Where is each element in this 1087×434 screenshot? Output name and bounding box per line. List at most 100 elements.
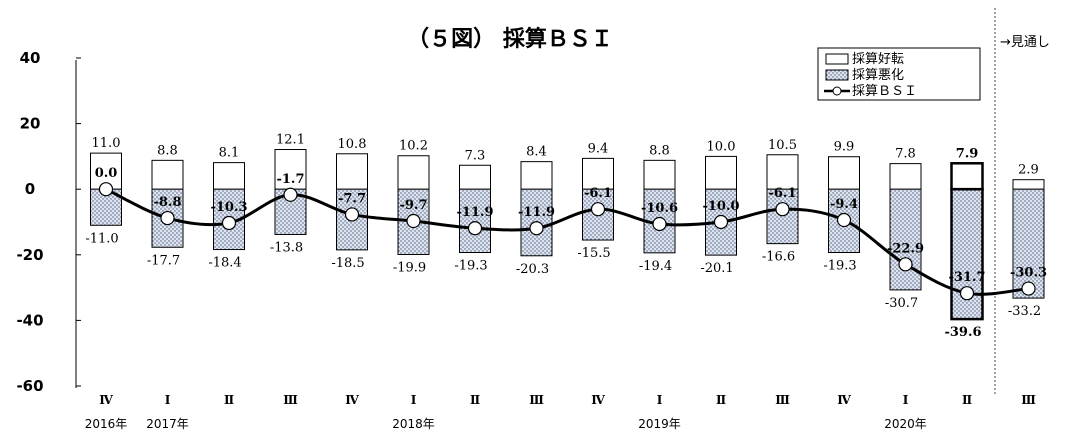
label-worsen: -17.7 (147, 253, 180, 268)
label-worsen: -11.0 (85, 231, 118, 246)
y-tick-label: -20 (16, 246, 43, 264)
bsi-point (652, 216, 667, 232)
bar-improve (459, 164, 491, 190)
label-improve: 2.9 (1018, 163, 1039, 178)
bsi-point (898, 257, 913, 272)
label-improve: 12.1 (276, 133, 305, 148)
bar-worsen (889, 188, 922, 291)
y-tick-label: 40 (20, 49, 41, 67)
label-improve: 9.9 (834, 140, 855, 155)
bar-worsen (459, 188, 491, 254)
label-worsen: -18.5 (331, 256, 364, 271)
year-label: 2020年 (884, 417, 927, 431)
y-tick-label: -40 (16, 311, 43, 329)
bsi-point (406, 213, 421, 229)
bsi-point (98, 182, 114, 197)
legend-swatch-worsen (825, 69, 849, 81)
label-bsi: -6.1 (584, 186, 612, 201)
bar-improve (582, 157, 614, 190)
label-bsi: -10.0 (702, 199, 739, 214)
y-axis: 40 20 0 -20 -40 -60 (16, 49, 81, 395)
label-bsi: -31.7 (948, 270, 985, 285)
forecast-label: →見通し (1000, 35, 1050, 50)
year-labels: 2016年 2017年 2018年 2019年 2020年 (85, 417, 927, 431)
bar-worsen (766, 188, 799, 245)
y-tick-label: 20 (20, 115, 41, 133)
bar-improve (336, 153, 368, 190)
label-bsi: -22.9 (887, 241, 924, 256)
label-improve: 7.9 (956, 146, 979, 161)
legend-label-improve: 採算好転 (852, 52, 904, 67)
legend-label-bsi: 採算ＢＳＩ (852, 84, 917, 99)
label-bsi: -11.9 (456, 205, 493, 220)
y-ticks: 40 20 0 -20 -40 -60 (16, 49, 81, 395)
label-worsen: -20.1 (700, 261, 733, 276)
bsi-point (959, 286, 975, 301)
label-bsi: -7.7 (338, 191, 366, 206)
label-bsi: -10.6 (641, 201, 678, 216)
y-tick-label: -60 (16, 377, 43, 395)
legend-swatch-improve (825, 53, 849, 65)
bar-improve (766, 154, 799, 190)
bar-improve (397, 155, 430, 190)
bars (90, 149, 1045, 321)
y-tick-label: 0 (25, 180, 35, 198)
category-label: Ⅱ (224, 393, 234, 407)
bsi-point (775, 202, 790, 217)
label-bsi: -9.4 (830, 197, 858, 212)
legend: 採算好転 採算悪化 採算ＢＳＩ (817, 47, 981, 101)
chart-title: （５図） 採算ＢＳＩ (407, 26, 613, 52)
bsi-point (713, 214, 729, 230)
category-label: Ⅲ (1021, 393, 1036, 407)
category-label: Ⅲ (775, 393, 790, 407)
bar-improve (274, 149, 307, 190)
bsi-point (1021, 281, 1036, 296)
label-bsi: -10.3 (210, 200, 247, 215)
bar-improve (151, 159, 184, 190)
legend-marker (832, 86, 842, 96)
bar-improve (950, 162, 984, 191)
label-improve: 8.8 (157, 143, 178, 158)
bsi-point (529, 221, 544, 236)
label-bsi: -30.3 (1010, 266, 1047, 281)
label-improve: 7.8 (895, 147, 916, 162)
label-improve: 10.8 (338, 137, 367, 152)
category-label: Ⅱ (716, 393, 726, 407)
bsi-point (590, 202, 606, 217)
label-worsen: -19.3 (823, 259, 856, 274)
bar-improve (1012, 179, 1045, 190)
label-bsi: -6.1 (768, 186, 796, 201)
label-improve: 8.1 (219, 146, 240, 161)
label-worsen: -18.4 (208, 256, 241, 271)
label-worsen: -39.6 (944, 325, 981, 340)
category-label: Ⅰ (165, 393, 171, 407)
bsi-point (221, 215, 237, 231)
bar-worsen (1012, 188, 1045, 299)
label-worsen: -30.7 (885, 296, 918, 311)
label-improve: 10.0 (707, 139, 736, 154)
legend-label-worsen: 採算悪化 (852, 68, 904, 83)
value-labels: 11.0 8.8 8.1 12.1 10.8 10.2 7.3 8.4 9.4 8.8 10.0 10… (85, 133, 1047, 341)
bsi-point (344, 207, 360, 222)
label-bsi: 0.0 (95, 166, 118, 181)
bar-improve (643, 159, 676, 190)
bsi-line-path (105, 187, 1029, 296)
bsi-point (160, 210, 175, 226)
label-worsen: -19.9 (393, 260, 426, 275)
bsi-point (467, 221, 483, 236)
category-labels: Ⅳ Ⅰ Ⅱ Ⅲ Ⅳ Ⅰ Ⅱ Ⅲ Ⅳ Ⅰ Ⅱ Ⅲ Ⅳ Ⅰ Ⅱ Ⅲ (99, 393, 1036, 407)
label-worsen: -16.6 (762, 250, 795, 265)
category-label: Ⅲ (283, 393, 298, 407)
category-label: Ⅱ (470, 393, 480, 407)
year-label: 2019年 (638, 417, 681, 431)
category-label: Ⅲ (529, 393, 544, 407)
label-improve: 8.8 (649, 143, 670, 158)
category-label: Ⅳ (837, 393, 851, 407)
label-worsen: -20.3 (516, 262, 549, 277)
label-bsi: -11.9 (518, 205, 555, 220)
year-label: 2018年 (392, 417, 435, 431)
bsi-point (836, 212, 852, 228)
year-label: 2017年 (146, 417, 189, 431)
bsi-line (98, 182, 1036, 301)
